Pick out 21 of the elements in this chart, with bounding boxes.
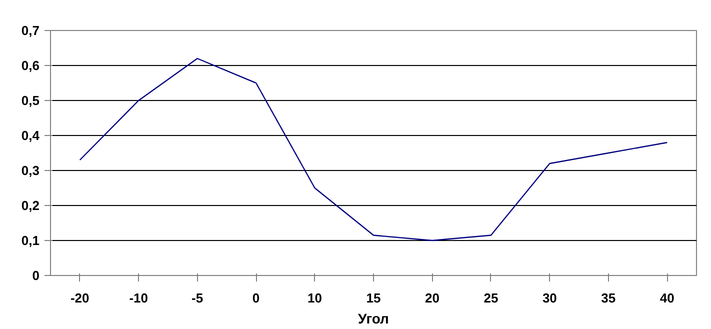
y-tick-label: 0,1 [21,233,40,248]
line-series [79,58,668,242]
x-tick-label: -10 [129,290,148,306]
y-tick-label: 0,2 [21,198,40,213]
x-tick-label: 20 [424,290,440,306]
x-tick-label: 15 [366,290,381,306]
x-tick-label: 35 [601,290,616,306]
x-tick-label: 30 [542,290,557,306]
x-tick-label: 0 [252,290,260,306]
x-tick-label: -5 [192,290,204,306]
x-tick-label: 40 [660,290,674,306]
x-axis-title: Угол [358,310,389,326]
x-tick-label: 10 [308,290,322,306]
x-tick-label: 25 [484,290,498,306]
y-tick-label: 0,5 [21,93,40,108]
y-tick-label: 0,7 [21,23,40,38]
y-tick-label: 0,3 [21,163,40,178]
x-tick-label: -20 [70,290,90,306]
y-tick-label: 0,4 [21,128,40,143]
y-tick-label: 0,6 [21,58,40,73]
y-tick-label: 0 [32,268,40,283]
